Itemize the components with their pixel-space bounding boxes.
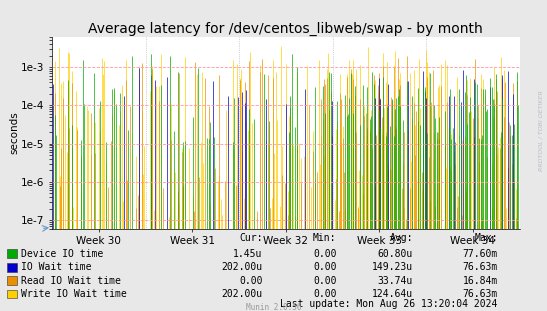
Text: 76.63m: 76.63m	[463, 289, 498, 299]
Text: IO Wait time: IO Wait time	[21, 262, 91, 272]
Text: Munin 2.0.56: Munin 2.0.56	[246, 303, 301, 311]
Text: 16.84m: 16.84m	[463, 276, 498, 285]
Text: 149.23u: 149.23u	[372, 262, 413, 272]
Text: 0.00: 0.00	[313, 249, 336, 259]
Text: Read IO Wait time: Read IO Wait time	[21, 276, 121, 285]
Text: 0.00: 0.00	[239, 276, 263, 285]
Text: Avg:: Avg:	[389, 233, 413, 243]
Text: Min:: Min:	[313, 233, 336, 243]
Text: 202.00u: 202.00u	[222, 289, 263, 299]
Text: 1.45u: 1.45u	[233, 249, 263, 259]
Text: RRDTOOL / TOBI OETIKER: RRDTOOL / TOBI OETIKER	[538, 90, 543, 171]
Text: Write IO Wait time: Write IO Wait time	[21, 289, 126, 299]
Title: Average latency for /dev/centos_libweb/swap - by month: Average latency for /dev/centos_libweb/s…	[89, 22, 483, 36]
Y-axis label: seconds: seconds	[9, 112, 20, 154]
Text: Device IO time: Device IO time	[21, 249, 103, 259]
Text: 124.64u: 124.64u	[372, 289, 413, 299]
Text: 33.74u: 33.74u	[378, 276, 413, 285]
Text: 60.80u: 60.80u	[378, 249, 413, 259]
Text: 76.63m: 76.63m	[463, 262, 498, 272]
Text: 77.60m: 77.60m	[463, 249, 498, 259]
Text: Max:: Max:	[474, 233, 498, 243]
Text: 0.00: 0.00	[313, 289, 336, 299]
Text: 202.00u: 202.00u	[222, 262, 263, 272]
Text: 0.00: 0.00	[313, 262, 336, 272]
Text: Last update: Mon Aug 26 13:20:04 2024: Last update: Mon Aug 26 13:20:04 2024	[281, 299, 498, 309]
Text: Cur:: Cur:	[239, 233, 263, 243]
Text: 0.00: 0.00	[313, 276, 336, 285]
